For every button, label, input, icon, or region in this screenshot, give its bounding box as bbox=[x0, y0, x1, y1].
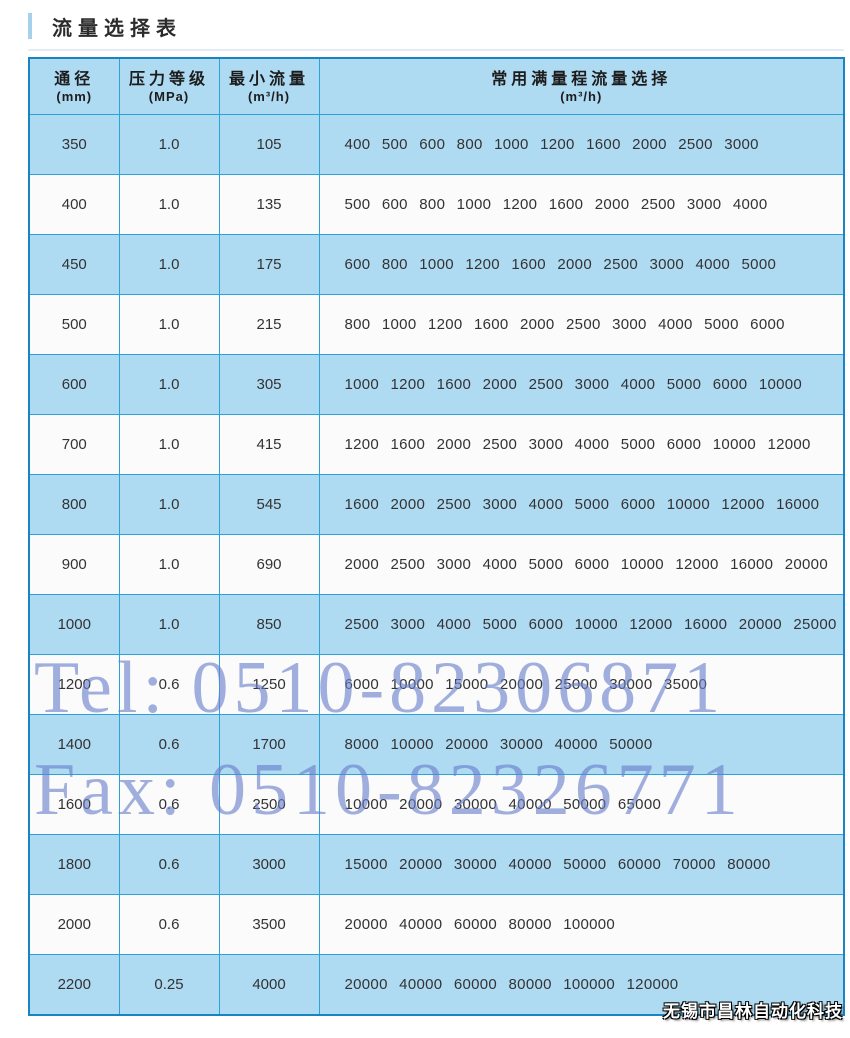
table-row: 2000 0.6 3500 20000 40000 60000 80000 10… bbox=[28, 894, 845, 955]
table-body: 350 1.0 105 400 500 600 800 1000 1200 16… bbox=[28, 114, 845, 1016]
table-header: 通径 (mm) 压力等级 (MPa) 最小流量 (m³/h) 常用满量程流量选择… bbox=[28, 57, 845, 115]
cell-pressure: 1.0 bbox=[118, 114, 220, 175]
cell-pressure: 0.6 bbox=[118, 714, 220, 775]
table-row: 450 1.0 175 600 800 1000 1200 1600 2000 … bbox=[28, 234, 845, 295]
cell-diameter: 2000 bbox=[28, 894, 120, 955]
cell-full-scale-flows: 2500 3000 4000 5000 6000 10000 12000 160… bbox=[318, 594, 845, 655]
page-title-row: 流量选择表 bbox=[28, 10, 844, 42]
header-row: 通径 (mm) 压力等级 (MPa) 最小流量 (m³/h) 常用满量程流量选择… bbox=[28, 57, 845, 115]
cell-min-flow: 1250 bbox=[218, 654, 320, 715]
cell-min-flow: 1700 bbox=[218, 714, 320, 775]
table-row: 350 1.0 105 400 500 600 800 1000 1200 16… bbox=[28, 114, 845, 175]
cell-pressure: 1.0 bbox=[118, 354, 220, 415]
header-min-flow-label: 最小流量 bbox=[228, 70, 309, 88]
header-pressure: 压力等级 (MPa) bbox=[118, 57, 220, 115]
header-diameter-unit: (mm) bbox=[56, 88, 93, 104]
company-watermark: 无锡市昌林自动化科技 bbox=[663, 1002, 843, 1021]
cell-full-scale-flows: 1600 2000 2500 3000 4000 5000 6000 10000… bbox=[318, 474, 845, 535]
cell-full-scale-flows: 15000 20000 30000 40000 50000 60000 7000… bbox=[318, 834, 845, 895]
cell-pressure: 1.0 bbox=[118, 174, 220, 235]
cell-diameter: 800 bbox=[28, 474, 120, 535]
header-full-scale-flow-label: 常用满量程流量选择 bbox=[491, 70, 672, 88]
table-row: 1200 0.6 1250 6000 10000 15000 20000 250… bbox=[28, 654, 845, 715]
cell-full-scale-flows: 20000 40000 60000 80000 100000 120000 bbox=[318, 954, 845, 1016]
header-pressure-unit: (MPa) bbox=[148, 88, 190, 104]
cell-diameter: 350 bbox=[28, 114, 120, 175]
cell-diameter: 1000 bbox=[28, 594, 120, 655]
header-min-flow: 最小流量 (m³/h) bbox=[218, 57, 320, 115]
cell-pressure: 0.6 bbox=[118, 654, 220, 715]
cell-min-flow: 545 bbox=[218, 474, 320, 535]
cell-pressure: 1.0 bbox=[118, 234, 220, 295]
cell-diameter: 1600 bbox=[28, 774, 120, 835]
cell-diameter: 450 bbox=[28, 234, 120, 295]
cell-full-scale-flows: 1000 1200 1600 2000 2500 3000 4000 5000 … bbox=[318, 354, 845, 415]
cell-diameter: 700 bbox=[28, 414, 120, 475]
flow-selection-table: 通径 (mm) 压力等级 (MPa) 最小流量 (m³/h) 常用满量程流量选择… bbox=[28, 57, 845, 1016]
cell-diameter: 2200 bbox=[28, 954, 120, 1016]
header-full-scale-flow-unit: (m³/h) bbox=[560, 88, 603, 104]
table-row: 700 1.0 415 1200 1600 2000 2500 3000 400… bbox=[28, 414, 845, 475]
header-pressure-label: 压力等级 bbox=[128, 70, 209, 88]
table-row: 2200 0.25 4000 20000 40000 60000 80000 1… bbox=[28, 954, 845, 1016]
cell-pressure: 0.25 bbox=[118, 954, 220, 1016]
page-title: 流量选择表 bbox=[52, 17, 182, 40]
cell-full-scale-flows: 600 800 1000 1200 1600 2000 2500 3000 40… bbox=[318, 234, 845, 295]
header-diameter: 通径 (mm) bbox=[28, 57, 120, 115]
cell-full-scale-flows: 10000 20000 30000 40000 50000 65000 bbox=[318, 774, 845, 835]
cell-min-flow: 175 bbox=[218, 234, 320, 295]
cell-diameter: 400 bbox=[28, 174, 120, 235]
cell-pressure: 0.6 bbox=[118, 834, 220, 895]
cell-min-flow: 4000 bbox=[218, 954, 320, 1016]
header-diameter-label: 通径 bbox=[54, 70, 95, 88]
table-row: 1400 0.6 1700 8000 10000 20000 30000 400… bbox=[28, 714, 845, 775]
cell-full-scale-flows: 400 500 600 800 1000 1200 1600 2000 2500… bbox=[318, 114, 845, 175]
cell-min-flow: 135 bbox=[218, 174, 320, 235]
cell-pressure: 1.0 bbox=[118, 294, 220, 355]
cell-pressure: 1.0 bbox=[118, 594, 220, 655]
title-divider bbox=[28, 49, 844, 51]
cell-pressure: 0.6 bbox=[118, 894, 220, 955]
cell-diameter: 1200 bbox=[28, 654, 120, 715]
table-row: 500 1.0 215 800 1000 1200 1600 2000 2500… bbox=[28, 294, 845, 355]
cell-min-flow: 850 bbox=[218, 594, 320, 655]
table-row: 1800 0.6 3000 15000 20000 30000 40000 50… bbox=[28, 834, 845, 895]
table-row: 600 1.0 305 1000 1200 1600 2000 2500 300… bbox=[28, 354, 845, 415]
cell-min-flow: 105 bbox=[218, 114, 320, 175]
cell-min-flow: 3500 bbox=[218, 894, 320, 955]
cell-full-scale-flows: 2000 2500 3000 4000 5000 6000 10000 1200… bbox=[318, 534, 845, 595]
cell-min-flow: 690 bbox=[218, 534, 320, 595]
table-row: 400 1.0 135 500 600 800 1000 1200 1600 2… bbox=[28, 174, 845, 235]
cell-pressure: 1.0 bbox=[118, 534, 220, 595]
table-row: 1600 0.6 2500 10000 20000 30000 40000 50… bbox=[28, 774, 845, 835]
cell-min-flow: 2500 bbox=[218, 774, 320, 835]
cell-full-scale-flows: 1200 1600 2000 2500 3000 4000 5000 6000 … bbox=[318, 414, 845, 475]
table-row: 800 1.0 545 1600 2000 2500 3000 4000 500… bbox=[28, 474, 845, 535]
cell-full-scale-flows: 6000 10000 15000 20000 25000 30000 35000 bbox=[318, 654, 845, 715]
cell-pressure: 1.0 bbox=[118, 474, 220, 535]
cell-full-scale-flows: 800 1000 1200 1600 2000 2500 3000 4000 5… bbox=[318, 294, 845, 355]
cell-min-flow: 3000 bbox=[218, 834, 320, 895]
cell-diameter: 600 bbox=[28, 354, 120, 415]
cell-pressure: 0.6 bbox=[118, 774, 220, 835]
table-row: 900 1.0 690 2000 2500 3000 4000 5000 600… bbox=[28, 534, 845, 595]
cell-min-flow: 415 bbox=[218, 414, 320, 475]
cell-min-flow: 305 bbox=[218, 354, 320, 415]
cell-pressure: 1.0 bbox=[118, 414, 220, 475]
cell-diameter: 900 bbox=[28, 534, 120, 595]
cell-full-scale-flows: 500 600 800 1000 1200 1600 2000 2500 300… bbox=[318, 174, 845, 235]
table-row: 1000 1.0 850 2500 3000 4000 5000 6000 10… bbox=[28, 594, 845, 655]
cell-diameter: 500 bbox=[28, 294, 120, 355]
header-full-scale-flow: 常用满量程流量选择 (m³/h) bbox=[318, 57, 845, 115]
cell-diameter: 1400 bbox=[28, 714, 120, 775]
cell-full-scale-flows: 20000 40000 60000 80000 100000 bbox=[318, 894, 845, 955]
cell-diameter: 1800 bbox=[28, 834, 120, 895]
cell-min-flow: 215 bbox=[218, 294, 320, 355]
header-min-flow-unit: (m³/h) bbox=[247, 88, 291, 104]
title-accent-bar bbox=[28, 13, 32, 39]
cell-full-scale-flows: 8000 10000 20000 30000 40000 50000 bbox=[318, 714, 845, 775]
